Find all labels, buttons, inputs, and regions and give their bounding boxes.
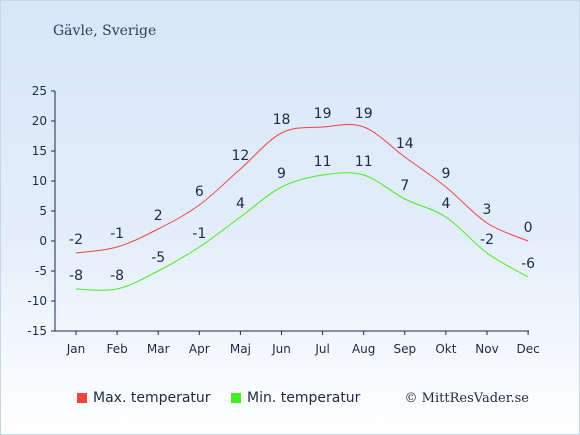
legend-max: Max. temperatur bbox=[77, 390, 211, 406]
location-title: Gävle, Sverige bbox=[53, 23, 157, 39]
y-tick-label: 0 bbox=[39, 234, 47, 248]
max-value-label: 14 bbox=[396, 136, 414, 152]
y-tick-label: 15 bbox=[32, 144, 47, 158]
max-value-label: 6 bbox=[195, 184, 204, 200]
copyright-credit: © MittResVader.se bbox=[404, 391, 529, 406]
x-tick-label: Okt bbox=[435, 342, 456, 356]
max-value-label: 2 bbox=[154, 208, 163, 224]
x-tick-label: Maj bbox=[230, 342, 251, 356]
data-labels: -2 -1 2 6 12 18 19 19 14 9 3 0 -8 -8 -5 -1 4 9 11 11 7 4 -2 -6 bbox=[69, 106, 535, 284]
x-tick-label: Apr bbox=[189, 342, 210, 356]
x-tick-label: Nov bbox=[475, 342, 498, 356]
y-tick-label: 25 bbox=[32, 84, 47, 98]
min-value-label: 4 bbox=[236, 196, 245, 212]
legend-max-swatch bbox=[77, 393, 87, 403]
min-value-label: -8 bbox=[69, 268, 83, 284]
max-value-label: 12 bbox=[231, 148, 249, 164]
max-value-label: 19 bbox=[355, 106, 373, 122]
x-tick-label: Jun bbox=[271, 342, 291, 356]
max-value-label: 18 bbox=[273, 112, 291, 128]
max-value-label: 3 bbox=[483, 202, 492, 218]
min-value-label: 11 bbox=[314, 154, 332, 170]
y-tick-label: 5 bbox=[39, 204, 47, 218]
y-tick-label: -5 bbox=[35, 264, 47, 278]
x-tick-label: Dec bbox=[516, 342, 539, 356]
min-value-label: -1 bbox=[192, 226, 206, 242]
min-value-label: -2 bbox=[480, 232, 494, 248]
legend-min: Min. temperatur bbox=[231, 390, 360, 406]
min-temperature-line bbox=[75, 172, 529, 291]
max-value-label: -2 bbox=[69, 232, 83, 248]
min-value-label: 7 bbox=[400, 178, 409, 194]
min-value-label: -8 bbox=[110, 268, 124, 284]
min-value-label: 11 bbox=[355, 154, 373, 170]
x-tick-label: Jul bbox=[314, 342, 329, 356]
y-tick-label: -15 bbox=[27, 324, 47, 338]
legend-max-label: Max. temperatur bbox=[93, 390, 211, 406]
min-value-label: -5 bbox=[151, 250, 165, 266]
x-tick-label: Sep bbox=[393, 342, 416, 356]
max-value-label: -1 bbox=[110, 226, 124, 242]
max-value-label: 0 bbox=[524, 220, 533, 236]
max-value-label: 9 bbox=[441, 166, 450, 182]
x-tick-label: Feb bbox=[106, 342, 127, 356]
min-value-label: -6 bbox=[521, 256, 535, 272]
x-tick-label: Jan bbox=[66, 342, 86, 356]
min-value-label: 9 bbox=[277, 166, 286, 182]
max-value-label: 19 bbox=[314, 106, 332, 122]
x-tick-label: Aug bbox=[352, 342, 375, 356]
x-tick-label: Mar bbox=[147, 342, 170, 356]
min-value-label: 4 bbox=[441, 196, 450, 212]
series-layer bbox=[75, 124, 529, 291]
max-temperature-line bbox=[75, 124, 529, 254]
y-tick-label: 20 bbox=[32, 114, 47, 128]
y-tick-label: 10 bbox=[32, 174, 47, 188]
y-tick-label: -10 bbox=[27, 294, 47, 308]
legend-min-swatch bbox=[231, 393, 241, 403]
legend-min-label: Min. temperatur bbox=[247, 390, 361, 406]
